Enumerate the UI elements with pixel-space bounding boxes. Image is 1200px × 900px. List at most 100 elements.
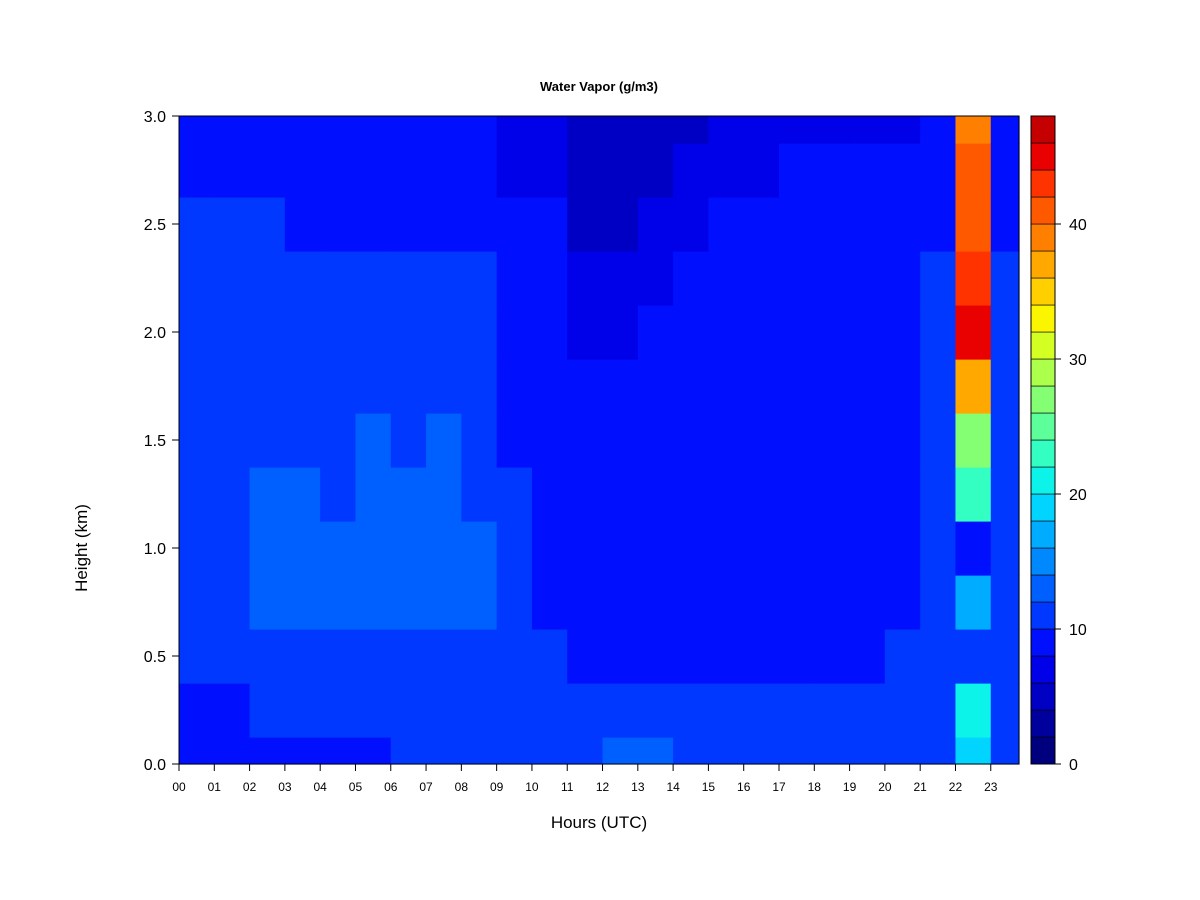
heatmap-cell: [673, 305, 710, 360]
heatmap-cell: [496, 683, 533, 738]
heatmap-cell: [779, 521, 815, 576]
heatmap-cell: [673, 737, 710, 765]
heatmap-cell: [320, 521, 357, 576]
heatmap-cell: [567, 467, 604, 522]
heatmap-cell: [355, 521, 392, 576]
heatmap-cell: [743, 413, 780, 468]
x-tick-label: 18: [808, 780, 822, 794]
heatmap-cell: [673, 116, 710, 144]
heatmap-cell: [355, 575, 392, 630]
heatmap-cell: [461, 737, 498, 765]
heatmap-cell: [849, 629, 886, 684]
heatmap-cell: [743, 251, 780, 306]
colorbar-swatch: [1030, 520, 1056, 549]
heatmap-cell: [708, 197, 745, 252]
x-tick-label: 15: [702, 780, 716, 794]
heatmap-cell: [708, 251, 745, 306]
heatmap-cell: [743, 467, 780, 522]
heatmap-cell: [743, 575, 780, 630]
heatmap-cell: [426, 413, 462, 468]
heatmap-cell: [637, 521, 674, 576]
heatmap-cell: [990, 251, 1020, 306]
heatmap-cell: [920, 116, 957, 144]
heatmap-cell: [884, 143, 921, 198]
heatmap-cell: [249, 575, 286, 630]
heatmap-cell: [814, 413, 851, 468]
heatmap-cell: [920, 467, 957, 522]
heatmap-cell: [531, 575, 568, 630]
heatmap-cell: [284, 251, 321, 306]
heatmap-cell: [284, 575, 321, 630]
heatmap-cell: [602, 575, 639, 630]
x-tick-label: 20: [878, 780, 892, 794]
heatmap-cell: [708, 413, 745, 468]
x-tick-label: 19: [843, 780, 857, 794]
heatmap-cell: [955, 629, 992, 684]
heatmap-cells: [179, 116, 1020, 765]
heatmap-cell: [426, 143, 462, 198]
y-tick-label: 1.5: [144, 433, 166, 450]
colorbar-swatch: [1030, 574, 1056, 603]
heatmap-cell: [743, 305, 780, 360]
heatmap-cell: [426, 197, 462, 252]
heatmap-cell: [955, 467, 992, 522]
x-axis-label: Hours (UTC): [550, 813, 648, 832]
heatmap-cell: [390, 143, 427, 198]
heatmap-cell: [849, 737, 886, 765]
heatmap-cell: [955, 683, 992, 738]
heatmap-cell: [884, 737, 921, 765]
heatmap-cell: [779, 359, 815, 414]
colorbar-swatch: [1030, 223, 1056, 252]
heatmap-cell: [249, 251, 286, 306]
heatmap-cell: [955, 197, 992, 252]
colorbar-swatch: [1030, 655, 1056, 684]
heatmap-cell: [708, 521, 745, 576]
chart-title: Water Vapor (g/m3): [540, 79, 658, 94]
heatmap-cell: [320, 413, 357, 468]
heatmap-cell: [779, 116, 815, 144]
heatmap-cell: [849, 116, 886, 144]
heatmap-cell: [567, 305, 604, 360]
heatmap-cell: [214, 683, 251, 738]
heatmap-cell: [390, 467, 427, 522]
heatmap-cell: [637, 413, 674, 468]
heatmap-cell: [496, 467, 533, 522]
heatmap-cell: [214, 116, 251, 144]
heatmap-cell: [637, 305, 674, 360]
heatmap-cell: [637, 197, 674, 252]
heatmap-cell: [673, 629, 710, 684]
heatmap-cell: [461, 629, 498, 684]
heatmap-cell: [355, 413, 392, 468]
heatmap-cell: [637, 575, 674, 630]
heatmap-cell: [531, 521, 568, 576]
heatmap-cell: [284, 413, 321, 468]
heatmap-cell: [708, 575, 745, 630]
heatmap-cell: [920, 521, 957, 576]
heatmap-cell: [249, 143, 286, 198]
heatmap-cell: [214, 359, 251, 414]
heatmap-cell: [567, 116, 604, 144]
colorbar-swatch: [1030, 250, 1056, 279]
heatmap-cell: [214, 251, 251, 306]
heatmap-cell: [884, 467, 921, 522]
heatmap-cell: [496, 521, 533, 576]
colorbar-swatch: [1030, 601, 1056, 630]
heatmap-cell: [990, 683, 1020, 738]
heatmap-cell: [355, 359, 392, 414]
heatmap-cell: [673, 413, 710, 468]
y-tick-label: 2.5: [144, 217, 166, 234]
heatmap-cell: [284, 197, 321, 252]
heatmap-cell: [426, 305, 462, 360]
heatmap-cell: [637, 359, 674, 414]
heatmap-cell: [779, 143, 815, 198]
colorbar-swatch: [1030, 682, 1056, 711]
heatmap-cell: [390, 521, 427, 576]
colorbar: 0 10 20 30 40: [1030, 115, 1087, 774]
heatmap-cell: [531, 143, 568, 198]
heatmap-cell: [673, 143, 710, 198]
heatmap-cell: [990, 305, 1020, 360]
x-tick-label: 17: [772, 780, 786, 794]
heatmap-cell: [531, 305, 568, 360]
heatmap-cell: [673, 251, 710, 306]
y-tick-label: 1.0: [144, 541, 166, 558]
